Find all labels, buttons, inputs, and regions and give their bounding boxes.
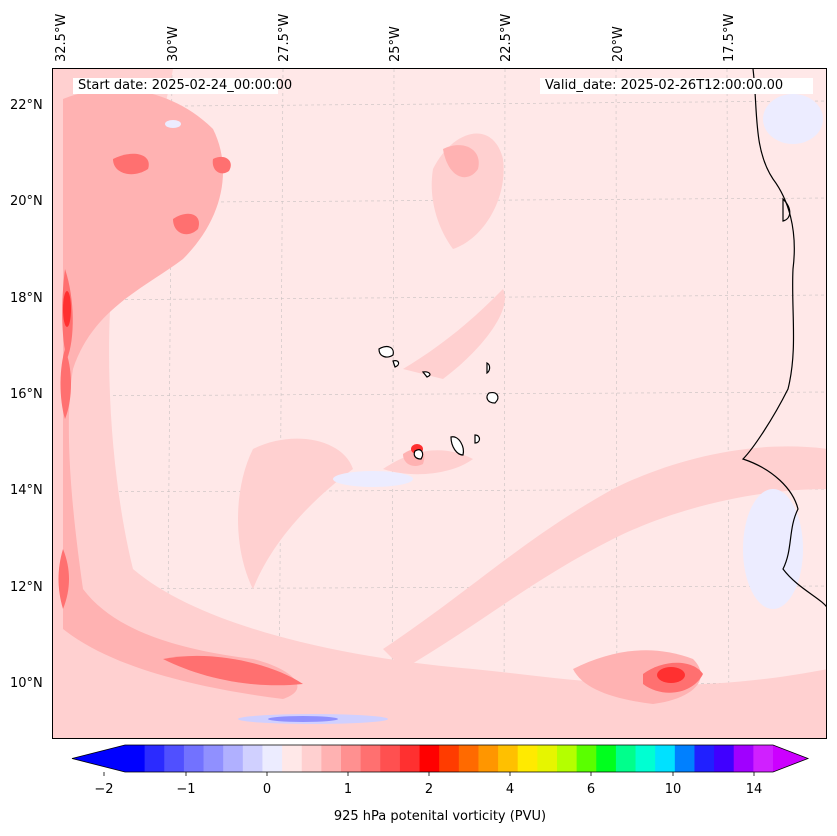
colorbar-cell	[223, 745, 244, 772]
colorbar-tick: 10	[664, 782, 682, 797]
lat-label-20n: 20°N	[10, 194, 43, 209]
colorbar-cell	[144, 745, 165, 772]
colorbar-cell	[458, 745, 479, 772]
colorbar-cell	[321, 745, 342, 772]
colorbar-cell	[517, 745, 538, 772]
lat-label-18n: 18°N	[10, 291, 43, 306]
colorbar-cell	[380, 745, 401, 772]
pv-negative	[165, 94, 823, 724]
colorbar-cell	[203, 745, 224, 772]
colorbar-cell	[655, 745, 676, 772]
colorbar-tick: 1	[343, 782, 353, 797]
lat-label-16n: 16°N	[10, 387, 43, 402]
colorbar-cell	[262, 745, 283, 772]
colorbar-outline	[71, 744, 810, 773]
colorbar-cell	[419, 745, 440, 772]
colorbar-tick: 4	[505, 782, 515, 797]
colorbar-cell	[282, 745, 303, 772]
colorbar-cell	[498, 745, 519, 772]
colorbar-cell	[439, 745, 460, 772]
colorbar-cell	[242, 745, 263, 772]
lon-label-27-5w: 27.5°W	[277, 13, 292, 62]
colorbar-cell	[557, 745, 578, 772]
colorbar-cell	[674, 745, 695, 772]
colorbar-cell	[694, 745, 715, 772]
colorbar-cell	[125, 745, 146, 772]
lon-label-32-5w: 32.5°W	[54, 13, 69, 62]
colorbar-tick: −2	[94, 782, 114, 797]
colorbar-cell	[576, 745, 597, 772]
lon-label-20w: 20°W	[611, 26, 626, 62]
lon-label-17-5w: 17.5°W	[722, 13, 737, 62]
colorbar-tick: −1	[176, 782, 196, 797]
colorbar-tick: 14	[745, 782, 763, 797]
lon-label-22-5w: 22.5°W	[499, 13, 514, 62]
lat-label-14n: 14°N	[10, 483, 43, 498]
colorbar-cell	[341, 745, 362, 772]
colorbar-cell	[164, 745, 185, 772]
colorbar	[71, 744, 810, 776]
start-date-label: Start date: 2025-02-24_00:00:00	[73, 78, 292, 94]
colorbar-cell	[733, 745, 754, 772]
lat-label-22n: 22°N	[10, 98, 43, 113]
lat-label-10n: 10°N	[10, 676, 43, 691]
colorbar-cell	[478, 745, 499, 772]
colorbar-cell	[399, 745, 421, 772]
colorbar-cell	[360, 745, 381, 772]
valid-date-label: Valid_date: 2025-02-26T12:00:00.00	[540, 78, 813, 94]
colorbar-cell	[537, 745, 558, 772]
colorbar-tick: 0	[262, 782, 272, 797]
colorbar-cell	[615, 745, 637, 772]
lon-label-25w: 25°W	[388, 26, 403, 62]
pv-map	[52, 68, 827, 739]
colorbar-label: 925 hPa potenital vorticity (PVU)	[333, 809, 547, 824]
colorbar-under-arrow	[72, 745, 125, 772]
colorbar-cell	[635, 745, 656, 772]
colorbar-tick: 6	[586, 782, 596, 797]
colorbar-cell	[596, 745, 617, 772]
lon-label-30w: 30°W	[166, 26, 181, 62]
colorbar-tick: 2	[424, 782, 434, 797]
colorbar-cell	[714, 745, 735, 772]
colorbar-cell	[301, 745, 322, 772]
cape-verde-islands	[378, 345, 499, 460]
colorbar-cell	[753, 745, 774, 772]
coastline	[741, 69, 826, 608]
lat-label-12n: 12°N	[10, 580, 43, 595]
colorbar-over-arrow	[773, 745, 808, 772]
colorbar-cell	[183, 745, 205, 772]
pv-field	[53, 69, 826, 738]
